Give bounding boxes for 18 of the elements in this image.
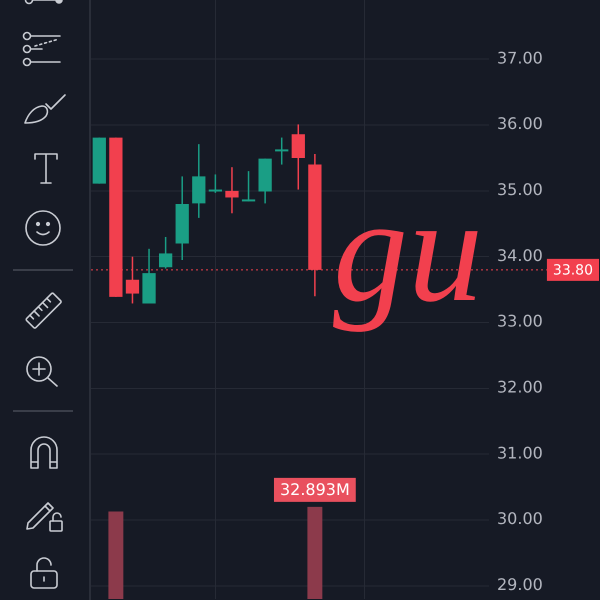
annotation: gu xyxy=(333,167,483,333)
candlestick xyxy=(242,170,256,202)
y-tick-label: 34.00 xyxy=(497,246,543,265)
y-tick-label: 33.00 xyxy=(497,312,543,331)
y-tick-label: 31.00 xyxy=(497,443,543,462)
ref-line-label: 33.80 xyxy=(552,262,594,279)
candlestick xyxy=(275,136,288,166)
candlestick xyxy=(208,174,222,194)
candlestick xyxy=(225,166,239,214)
y-tick-label: 36.00 xyxy=(497,114,543,134)
y-tick-label: 30.00 xyxy=(497,509,543,528)
annotation: 32.893M xyxy=(280,480,350,500)
y-tick-label: 37.00 xyxy=(497,48,543,68)
candlestick xyxy=(158,236,172,270)
y-tick-label: 35.00 xyxy=(497,180,543,200)
candlestick xyxy=(292,124,305,190)
y-tick-label: 32.00 xyxy=(497,378,543,397)
y-tick-label: 29.00 xyxy=(497,574,543,594)
